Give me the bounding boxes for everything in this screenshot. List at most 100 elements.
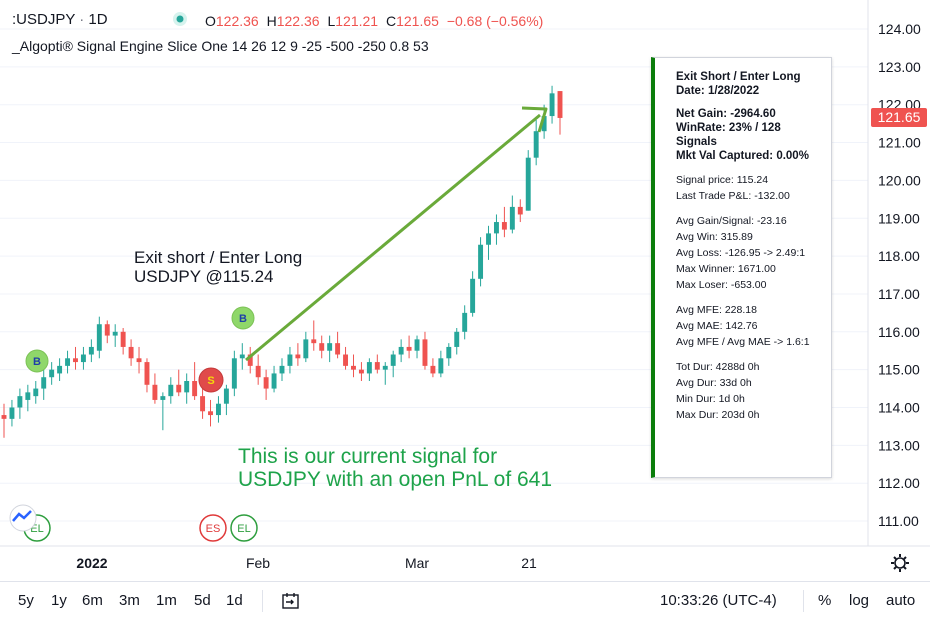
range-1d-button[interactable]: 1d <box>226 592 243 609</box>
log-toggle[interactable]: log <box>849 592 870 609</box>
svg-text:S: S <box>207 375 214 387</box>
range-5y-button[interactable]: 5y <box>18 592 34 609</box>
bottom-toolbar: 5y 1y 6m 3m 1m 5d 1d 10:33:26 (UTC-4) % … <box>0 581 930 621</box>
symbol-header[interactable]: :USDJPY · 1D <box>12 11 108 28</box>
grid <box>0 28 868 522</box>
range-5d-button[interactable]: 5d <box>194 592 211 609</box>
toolbar-divider <box>803 590 804 612</box>
candle <box>263 369 269 400</box>
close-value: 121.65 <box>396 13 439 29</box>
stats-avg-mfe: Avg MFE: 228.18 <box>676 304 757 316</box>
time-axis[interactable]: 2022 Feb Mar 21 <box>76 555 537 571</box>
range-6m-button[interactable]: 6m <box>82 592 103 609</box>
buy-marker: B <box>231 306 255 330</box>
current-signal-line1: This is our current signal for <box>238 445 497 468</box>
candle <box>17 388 23 419</box>
stats-max-loser: Max Loser: -653.00 <box>676 279 767 291</box>
stats-tot-dur: Tot Dur: 4288d 0h <box>676 361 760 373</box>
interval[interactable]: 1D <box>88 11 108 28</box>
toolbar-divider <box>262 590 263 612</box>
tradingview-logo-icon[interactable] <box>9 504 37 532</box>
stats-avg-win: Avg Win: 315.89 <box>676 231 753 243</box>
range-1m-button[interactable]: 1m <box>156 592 177 609</box>
auto-toggle[interactable]: auto <box>886 592 916 609</box>
candle <box>279 358 285 382</box>
market-status-icon[interactable] <box>172 11 188 27</box>
candle <box>200 388 206 419</box>
price-chart[interactable]: 124.00123.00122.00121.00120.00119.00118.… <box>0 0 930 581</box>
indicator-legend[interactable]: _Algopti® Signal Engine Slice One 14 26 … <box>12 38 429 54</box>
current-price-label: 121.65 <box>878 109 921 125</box>
sell-marker: S <box>198 367 224 393</box>
stats-net-gain: Net Gain: -2964.60 <box>676 108 776 120</box>
candle <box>374 354 380 374</box>
signal-arrow <box>245 106 548 362</box>
candle <box>176 369 182 397</box>
candle <box>271 365 277 393</box>
price-tick-label: 113.00 <box>878 437 920 453</box>
candle <box>231 350 237 397</box>
price-tick-label: 111.00 <box>878 513 919 529</box>
candle <box>493 214 499 245</box>
price-tick-label: 118.00 <box>878 248 920 264</box>
entry-annotation-line1: Exit short / Enter Long <box>134 248 302 267</box>
indicator-name[interactable]: _Algopti® Signal Engine Slice One <box>12 38 228 54</box>
svg-text:ES: ES <box>206 523 221 535</box>
stats-winrate: WinRate: 23% / 128 <box>676 122 781 134</box>
candle <box>406 335 412 359</box>
stats-date: Date: 1/28/2022 <box>676 85 760 97</box>
candle <box>287 346 293 374</box>
candle <box>311 320 317 351</box>
time-tick-label: Mar <box>405 555 429 571</box>
candle <box>351 354 356 378</box>
stats-signals: Signals <box>676 136 717 148</box>
signal-stats-panel: Exit Short / Enter Long Date: 1/28/2022 … <box>651 57 832 478</box>
symbol-name[interactable]: :USDJPY <box>12 11 76 28</box>
candle <box>136 346 142 374</box>
current-signal-line2: USDJPY with an open PnL of 641 <box>238 468 552 491</box>
candle <box>215 396 221 423</box>
indicator-params: 14 26 12 9 -25 -500 -250 0.8 53 <box>231 38 429 54</box>
candle <box>73 346 78 370</box>
candle <box>192 362 198 400</box>
candle <box>454 328 460 355</box>
gear-icon[interactable] <box>891 554 909 572</box>
candle <box>446 343 452 366</box>
candle <box>120 328 126 355</box>
candle <box>517 199 523 223</box>
low-label: L <box>327 13 336 29</box>
candle <box>430 358 436 378</box>
open-value: 122.36 <box>215 13 259 29</box>
candle <box>462 305 468 340</box>
candle <box>128 339 134 366</box>
candles <box>1 85 563 438</box>
candle <box>9 399 15 427</box>
svg-text:EL: EL <box>237 523 250 535</box>
candle <box>398 339 404 363</box>
price-tick-label: 123.00 <box>878 59 921 75</box>
time-tick-label: Feb <box>246 555 270 571</box>
candle <box>295 343 301 366</box>
low-value: 121.21 <box>335 13 379 29</box>
range-3m-button[interactable]: 3m <box>119 592 140 609</box>
candle <box>478 237 484 287</box>
stats-avg-loss: Avg Loss: -126.95 -> 2.49:1 <box>676 247 806 259</box>
candle <box>88 339 94 363</box>
candle <box>525 150 531 211</box>
candle <box>239 343 245 370</box>
candle <box>1 403 7 438</box>
stats-avg-dur: Avg Dur: 33d 0h <box>676 377 752 389</box>
candle <box>184 373 190 404</box>
candle <box>319 335 325 359</box>
clock-timezone[interactable]: 10:33:26 (UTC-4) <box>660 592 777 609</box>
price-axis[interactable]: 124.00123.00122.00121.00120.00119.00118.… <box>878 21 921 529</box>
candle <box>41 369 47 400</box>
percent-toggle[interactable]: % <box>818 592 832 609</box>
price-tick-label: 120.00 <box>878 172 921 188</box>
stats-max-dur: Max Dur: 203d 0h <box>676 409 760 421</box>
date-range-icon[interactable] <box>281 591 301 611</box>
separator-dot: · <box>79 11 89 28</box>
range-1y-button[interactable]: 1y <box>51 592 67 609</box>
ohlc-values: O122.36 H122.36 L121.21 C121.65 −0.68 (−… <box>205 13 547 29</box>
candle <box>33 381 39 404</box>
